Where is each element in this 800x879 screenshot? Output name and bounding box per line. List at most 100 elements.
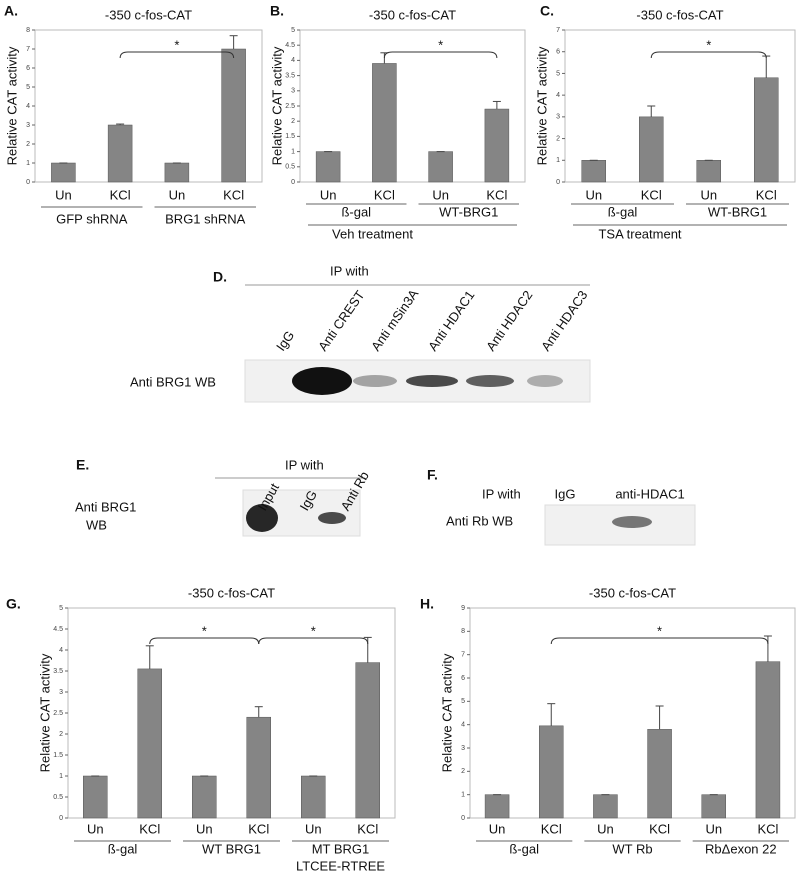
y-tick-label: 4 bbox=[461, 722, 465, 729]
y-axis-label: Relative CAT activity bbox=[534, 46, 549, 165]
lane-label: Anti HDAC1 bbox=[425, 288, 477, 354]
y-tick-label: 2 bbox=[461, 768, 465, 775]
y-tick-label: 1 bbox=[26, 160, 30, 167]
y-tick-label: 9 bbox=[461, 605, 465, 612]
panel-label: C. bbox=[540, 3, 554, 19]
y-tick-label: 3 bbox=[556, 114, 560, 121]
y-tick-label: 1.5 bbox=[53, 752, 63, 759]
y-tick-label: 2 bbox=[291, 118, 295, 125]
group-label: WT BRG1 bbox=[202, 841, 261, 856]
lane-label: IgG bbox=[555, 486, 576, 501]
row-label: WB bbox=[86, 517, 107, 532]
blot-band bbox=[527, 375, 563, 387]
panel-label: H. bbox=[420, 596, 434, 612]
significance-bracket bbox=[650, 51, 767, 59]
significance-star: * bbox=[202, 623, 207, 638]
ip-header: IP with bbox=[482, 486, 521, 501]
y-tick-label: 2.5 bbox=[285, 103, 295, 110]
bar bbox=[83, 775, 108, 819]
panel-label: F. bbox=[427, 467, 438, 483]
panel-label: E. bbox=[76, 457, 89, 473]
lane-label: Anti HDAC3 bbox=[538, 288, 590, 354]
group-label: GFP shRNA bbox=[56, 211, 128, 226]
y-tick-label: 2 bbox=[26, 141, 30, 148]
x-tick-label: KCl bbox=[374, 187, 395, 202]
bar bbox=[484, 794, 510, 819]
x-tick-label: KCl bbox=[756, 187, 777, 202]
bar bbox=[755, 661, 781, 819]
x-tick-label: KCl bbox=[139, 821, 160, 836]
group-label: ß-gal bbox=[509, 841, 539, 856]
group-label: ß-gal bbox=[341, 204, 371, 219]
group-label: MT BRG1 bbox=[312, 841, 370, 856]
bar bbox=[192, 775, 217, 819]
group-label: ß-gal bbox=[108, 841, 138, 856]
bar bbox=[647, 729, 672, 819]
y-tick-label: 4.5 bbox=[53, 626, 63, 633]
significance-bracket bbox=[550, 637, 769, 645]
construct-label: LTCEE-RTREE bbox=[296, 858, 385, 873]
panel-label: A. bbox=[4, 3, 18, 19]
bar bbox=[301, 775, 326, 819]
x-tick-label: Un bbox=[87, 821, 104, 836]
y-tick-label: 4 bbox=[556, 92, 560, 99]
bar bbox=[355, 662, 380, 819]
x-tick-label: KCl bbox=[357, 821, 378, 836]
plot-frame bbox=[67, 607, 396, 819]
y-tick-label: 2.5 bbox=[53, 710, 63, 717]
bar bbox=[164, 162, 190, 183]
plot-frame bbox=[564, 29, 796, 183]
significance-star: * bbox=[174, 37, 179, 52]
x-tick-label: KCl bbox=[223, 187, 244, 202]
y-tick-label: 0 bbox=[26, 179, 30, 186]
y-axis-label: Relative CAT activity bbox=[4, 46, 19, 165]
chart-title: -350 c-fos-CAT bbox=[188, 585, 275, 600]
group-label: RbΔexon 22 bbox=[705, 841, 777, 856]
bar bbox=[221, 48, 246, 183]
x-tick-label: Un bbox=[305, 821, 322, 836]
blot-band bbox=[406, 375, 458, 387]
x-tick-label: Un bbox=[169, 187, 186, 202]
y-axis-label: Relative CAT activity bbox=[439, 653, 454, 772]
y-tick-label: 5 bbox=[291, 27, 295, 34]
lane-label: IgG bbox=[273, 328, 297, 354]
y-tick-label: 0 bbox=[59, 815, 63, 822]
x-tick-label: KCl bbox=[248, 821, 269, 836]
bar bbox=[315, 151, 341, 183]
y-tick-label: 0 bbox=[461, 815, 465, 822]
chart-title: -350 c-fos-CAT bbox=[105, 7, 192, 22]
y-tick-label: 4 bbox=[59, 647, 63, 654]
blot-band bbox=[292, 367, 352, 395]
chart-title: -350 c-fos-CAT bbox=[369, 7, 456, 22]
significance-star: * bbox=[657, 623, 662, 638]
y-tick-label: 5 bbox=[556, 70, 560, 77]
x-tick-label: Un bbox=[320, 187, 337, 202]
lane-label: Anti HDAC2 bbox=[483, 288, 535, 354]
y-tick-label: 0 bbox=[556, 179, 560, 186]
lane-label: anti-HDAC1 bbox=[615, 486, 684, 501]
x-tick-label: Un bbox=[700, 187, 717, 202]
x-tick-label: Un bbox=[55, 187, 72, 202]
y-tick-label: 1 bbox=[291, 148, 295, 155]
x-tick-label: KCl bbox=[641, 187, 662, 202]
significance-star: * bbox=[706, 37, 711, 52]
y-axis-label: Relative CAT activity bbox=[269, 46, 284, 165]
y-tick-label: 6 bbox=[556, 49, 560, 56]
y-tick-label: 3 bbox=[461, 745, 465, 752]
y-tick-label: 5 bbox=[26, 84, 30, 91]
bar bbox=[639, 116, 664, 183]
treatment-label: TSA treatment bbox=[598, 226, 681, 241]
y-tick-label: 7 bbox=[461, 652, 465, 659]
bar bbox=[51, 162, 76, 183]
x-tick-label: Un bbox=[432, 187, 449, 202]
bar bbox=[696, 160, 721, 183]
bar bbox=[107, 124, 133, 183]
significance-bracket bbox=[119, 51, 235, 59]
group-label: WT-BRG1 bbox=[708, 204, 767, 219]
y-tick-label: 4 bbox=[26, 103, 30, 110]
blot-band bbox=[612, 516, 652, 528]
y-tick-label: 0.5 bbox=[285, 164, 295, 171]
x-tick-label: Un bbox=[196, 821, 213, 836]
significance-bracket bbox=[258, 637, 369, 645]
bar bbox=[581, 160, 606, 183]
